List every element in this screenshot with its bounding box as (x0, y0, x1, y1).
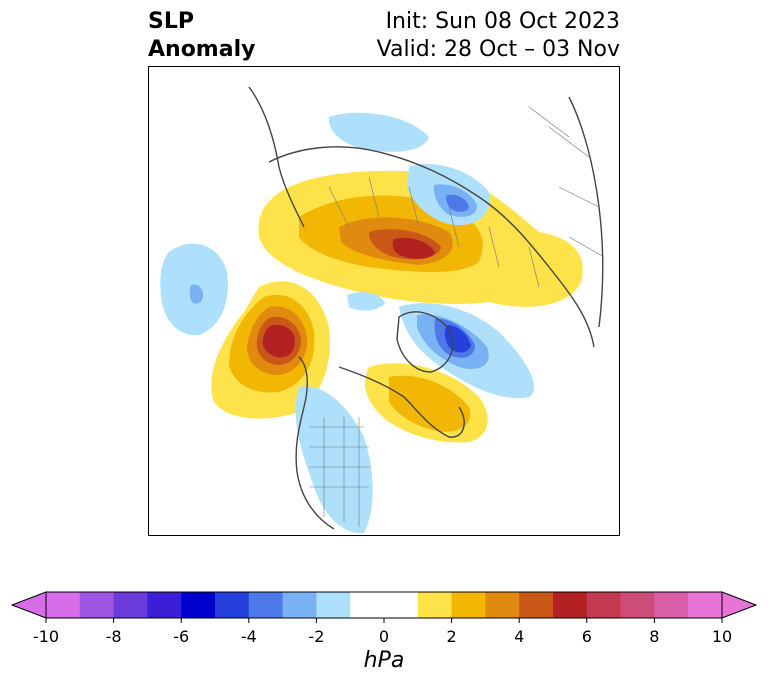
init-date: Init: Sun 08 Oct 2023 (385, 9, 620, 34)
map-svg (160, 86, 605, 534)
colorbar-cell (620, 592, 655, 618)
colorbar-cell (485, 592, 520, 618)
colorbar-cell (46, 592, 81, 618)
asia-east-coast (568, 96, 604, 328)
anomaly-contour-siberia-neg2 (328, 112, 429, 152)
colorbar: -10 -8 -6 -4 -2 0 2 4 6 8 10 (10, 591, 758, 646)
colorbar-cell (113, 592, 148, 618)
colorbar-min-extend-arrow (10, 591, 47, 619)
colorbar-cell (688, 592, 723, 618)
colorbar-tick-label: -2 (308, 627, 324, 646)
colorbar-tick-label: 0 (379, 627, 389, 646)
colorbar-cell (215, 592, 250, 618)
colorbar-cell (147, 592, 182, 618)
colorbar-tick-label: 8 (649, 627, 659, 646)
colorbar-cell (654, 592, 689, 618)
colorbar-cell (350, 592, 385, 618)
chart-title-left: SLP Anomaly (148, 8, 255, 64)
colorbar-tick-label: -6 (173, 627, 189, 646)
anomaly-map (148, 66, 620, 536)
positive-anomaly-shading (211, 170, 583, 443)
colorbar-cell (181, 592, 216, 618)
colorbar-max-extend-arrow (721, 591, 758, 619)
colorbar-tick-label: 2 (447, 627, 457, 646)
political-borders (309, 106, 605, 527)
chart-title-right: Init: Sun 08 Oct 2023 Valid: 28 Oct – 03… (377, 8, 620, 64)
anomaly-contour-pacific-10 (262, 324, 295, 358)
anomaly-contour-atlantic-4 (389, 375, 471, 432)
colorbar-cell (384, 592, 419, 618)
valid-range: Valid: 28 Oct – 03 Nov (376, 37, 620, 62)
colorbar-cell (316, 592, 351, 618)
colorbar-tick-label: -8 (106, 627, 122, 646)
colorbar-tick-label: -10 (33, 627, 59, 646)
colorbar-cells (10, 591, 758, 619)
colorbar-cell (553, 592, 588, 618)
colorbar-tick-label: -4 (241, 627, 257, 646)
anomaly-contour-eurasia-10 (392, 237, 435, 259)
colorbar-cell (79, 592, 115, 618)
north-america-coast (295, 356, 465, 530)
title-variable: SLP (148, 9, 194, 34)
colorbar-ticks: -10 -8 -6 -4 -2 0 2 4 6 8 10 (33, 618, 732, 646)
usa-states-grid (309, 417, 371, 527)
europe-coast (248, 86, 305, 228)
colorbar-cell (586, 592, 622, 618)
colorbar-tick-label: 10 (712, 627, 732, 646)
colorbar-cell (451, 592, 486, 618)
colorbar-tick-label: 6 (582, 627, 592, 646)
colorbar-cell (417, 592, 453, 618)
eurasia-coast (268, 146, 595, 348)
colorbar-cell (519, 592, 554, 618)
anomaly-contour-greenland-neg8 (444, 325, 471, 353)
asia-borders (528, 106, 605, 258)
colorbar-unit-label: hPa (363, 648, 405, 673)
greenland-coast (396, 311, 454, 373)
colorbar-cell (282, 592, 317, 618)
anomaly-contour-alaska-neg4 (189, 284, 203, 304)
anomaly-contour-scandinavia-neg6 (446, 194, 469, 212)
anomaly-contour-usa-neg2 (295, 386, 373, 534)
title-type: Anomaly (148, 37, 256, 62)
eurasia-borders (328, 176, 540, 288)
colorbar-tick-label: 4 (514, 627, 524, 646)
anomaly-contour-arctic-neg2 (347, 292, 385, 311)
colorbar-cell (248, 592, 284, 618)
